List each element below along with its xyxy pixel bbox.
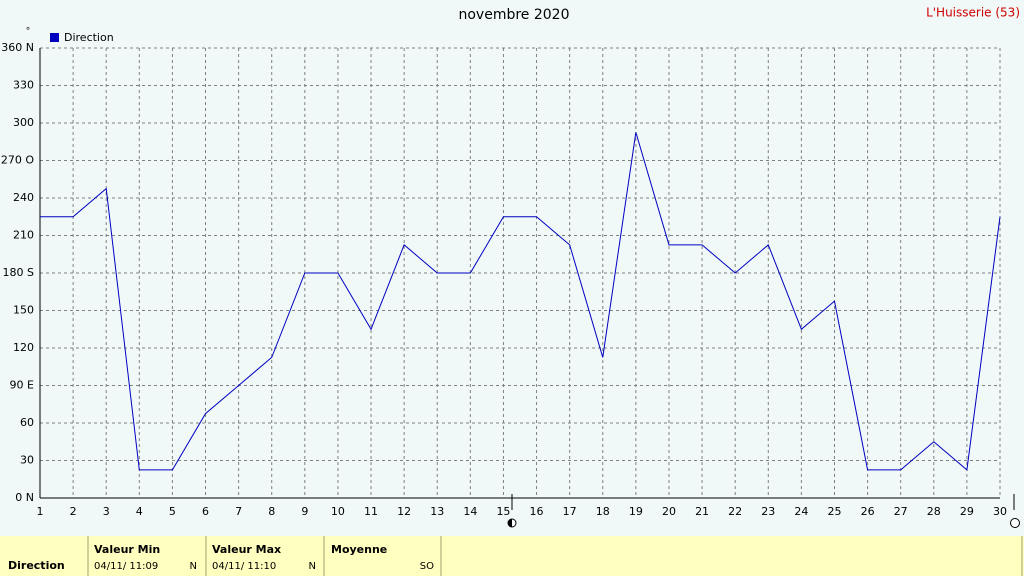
legend-swatch xyxy=(50,33,59,42)
x-tick-label: 8 xyxy=(268,505,275,518)
chart-title: novembre 2020 xyxy=(458,7,569,23)
y-tick-label: 150 xyxy=(13,304,34,317)
x-tick-label: 12 xyxy=(397,505,411,518)
y-tick-label: 60 xyxy=(20,416,34,429)
location: L'Huisserie (53) xyxy=(926,6,1020,20)
moon-icon-shade xyxy=(508,519,512,527)
x-tick-label: 14 xyxy=(463,505,477,518)
x-tick-label: 16 xyxy=(530,505,544,518)
y-tick-label: 30 xyxy=(20,454,34,467)
y-tick-label: 270 O xyxy=(1,154,34,167)
moon-icon xyxy=(1010,518,1020,528)
x-tick-label: 5 xyxy=(169,505,176,518)
x-tick-label: 2 xyxy=(70,505,77,518)
y-tick-label: 120 xyxy=(13,341,34,354)
x-tick-label: 20 xyxy=(662,505,676,518)
y-tick-label: 330 xyxy=(13,79,34,92)
summary-min-time: 04/11/ 11:09 xyxy=(94,561,158,572)
x-tick-label: 10 xyxy=(331,505,345,518)
summary-max-title: Valeur Max xyxy=(212,543,281,556)
x-tick-label: 19 xyxy=(629,505,643,518)
x-tick-label: 4 xyxy=(136,505,143,518)
x-tick-label: 21 xyxy=(695,505,709,518)
y-tick-label: 0 N xyxy=(15,491,34,504)
x-tick-label: 28 xyxy=(927,505,941,518)
x-tick-label: 27 xyxy=(894,505,908,518)
x-tick-label: 1 xyxy=(37,505,44,518)
summary-max-time: 04/11/ 11:10 xyxy=(212,561,276,572)
y-tick-label: 300 xyxy=(13,116,34,129)
x-tick-label: 6 xyxy=(202,505,209,518)
legend-label: Direction xyxy=(64,31,114,44)
x-tick-label: 13 xyxy=(430,505,444,518)
x-tick-label: 11 xyxy=(364,505,378,518)
y-tick-label: 90 E xyxy=(10,379,34,392)
x-tick-label: 29 xyxy=(960,505,974,518)
x-tick-label: 30 xyxy=(993,505,1007,518)
x-tick-label: 18 xyxy=(596,505,610,518)
x-tick-label: 17 xyxy=(563,505,577,518)
x-tick-label: 25 xyxy=(827,505,841,518)
summary-max-value: N xyxy=(309,561,316,572)
data-line xyxy=(40,132,1001,471)
y-tick-label: 180 S xyxy=(3,266,34,279)
summary-band xyxy=(0,536,1024,576)
x-tick-label: 24 xyxy=(794,505,808,518)
summary-mean-value: SO xyxy=(420,561,434,572)
x-tick-label: 23 xyxy=(761,505,775,518)
x-tick-label: 22 xyxy=(728,505,742,518)
summary-min-value: N xyxy=(190,561,197,572)
x-tick-label: 26 xyxy=(861,505,875,518)
x-tick-label: 9 xyxy=(301,505,308,518)
x-tick-label: 7 xyxy=(235,505,242,518)
summary-min-title: Valeur Min xyxy=(94,543,160,556)
y-tick-label: 210 xyxy=(13,229,34,242)
summary-row-label: Direction xyxy=(8,559,65,572)
y-tick-label: 360 N xyxy=(1,41,34,54)
x-tick-label: 3 xyxy=(103,505,110,518)
y-unit: ° xyxy=(26,27,31,37)
x-tick-label: 15 xyxy=(496,505,510,518)
y-tick-label: 240 xyxy=(13,191,34,204)
summary-mean-title: Moyenne xyxy=(331,543,387,556)
